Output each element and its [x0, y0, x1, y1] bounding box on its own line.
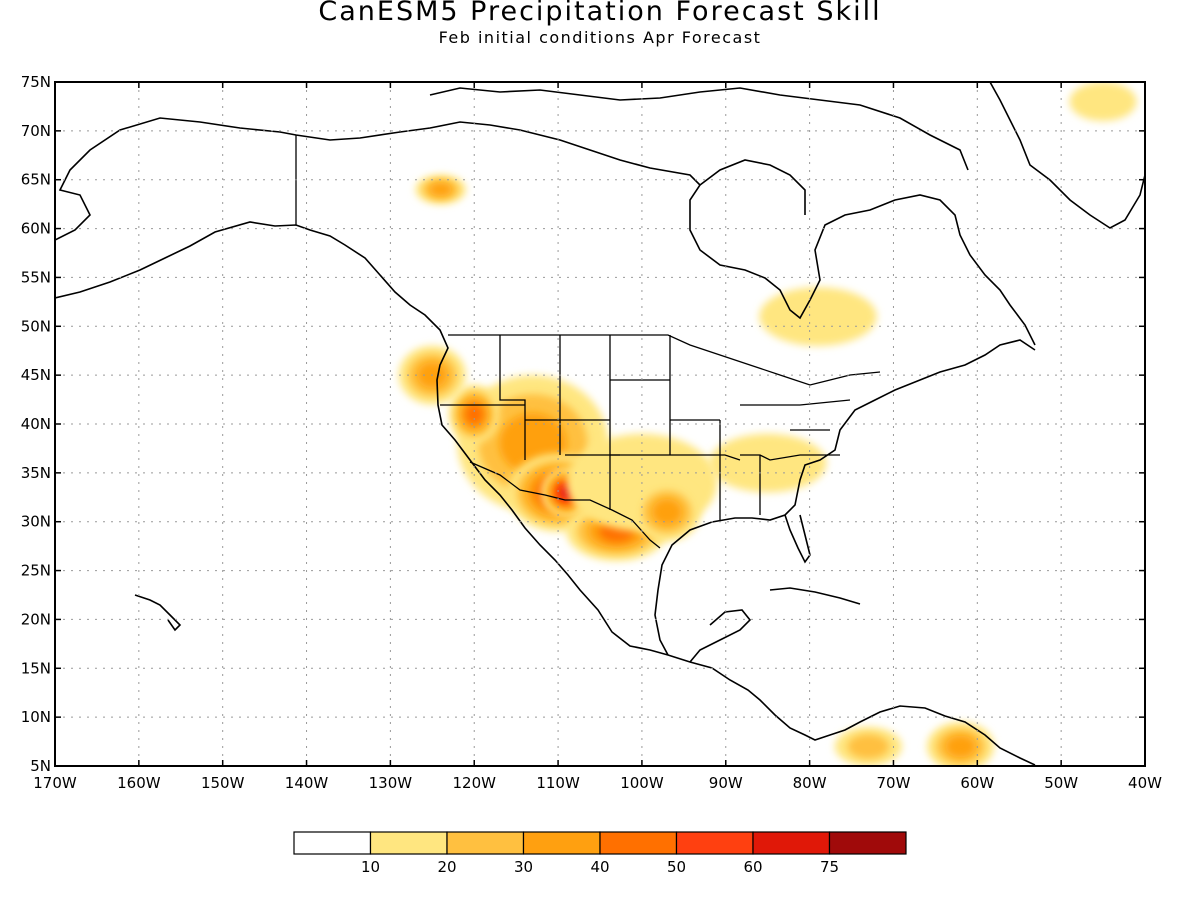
lat-label: 40N: [21, 415, 51, 433]
lat-label: 55N: [21, 268, 51, 286]
colorbar-label: 10: [361, 858, 380, 876]
arctic-islands: [429, 87, 969, 171]
skill-region-6-level-3: [652, 498, 682, 525]
colorbar-swatch: [599, 831, 678, 855]
lat-label: 70N: [21, 122, 51, 140]
northern-coast: [55, 117, 1036, 346]
lat-label: 60N: [21, 220, 51, 238]
map-title: CanESM5 Precipitation Forecast Skill: [318, 0, 882, 27]
latitude-axis-labels: 75N 70N 65N 60N 55N 50N 45N 40N 35N 30N 25N 20N 15N 1…: [21, 73, 1145, 775]
skill-shading-layer: [398, 82, 1137, 766]
lon-label: 80W: [793, 774, 827, 792]
north-america-coastline: [55, 221, 1036, 766]
lon-label: 160W: [117, 774, 161, 792]
lat-label: 75N: [21, 73, 51, 91]
us-mexico-border: [469, 461, 661, 549]
cuba: [769, 587, 861, 605]
gulf-coastline: [654, 339, 1036, 656]
colorbar-swatch: [293, 831, 372, 855]
coastlines-layer: [55, 82, 1145, 766]
colorbar: 10 20 30 40 50 60 75: [293, 831, 907, 876]
us-canada-border: [448, 334, 881, 386]
greenland-coast: [989, 82, 1145, 229]
colorbar-swatch: [675, 831, 754, 855]
lat-label: 25N: [21, 562, 51, 580]
colorbar-swatch: [752, 831, 831, 855]
lon-label: 40W: [1128, 774, 1162, 792]
colorbar-swatch: [522, 831, 601, 855]
lat-label: 20N: [21, 610, 51, 628]
colorbar-label: 30: [514, 858, 533, 876]
lon-label: 130W: [369, 774, 413, 792]
lat-label: 15N: [21, 659, 51, 677]
lon-label: 120W: [452, 774, 496, 792]
lon-label: 60W: [960, 774, 994, 792]
skill-region-9-level-3: [429, 182, 452, 196]
lon-label: 50W: [1044, 774, 1078, 792]
lon-label: 110W: [536, 774, 580, 792]
colorbar-label: 40: [590, 858, 609, 876]
skill-region-3-level-4: [465, 404, 483, 425]
florida-coastline: [784, 514, 811, 564]
lon-label: 150W: [201, 774, 245, 792]
state-lines-east: [740, 399, 851, 515]
colorbar-label: 20: [437, 858, 456, 876]
lat-label: 30N: [21, 513, 51, 531]
gridlines: [55, 82, 1145, 766]
skill-region-8-level-1: [759, 287, 877, 346]
hudson-bay: [699, 159, 806, 215]
lat-label: 35N: [21, 464, 51, 482]
skill-region-10-level-3: [945, 735, 976, 758]
skill-region-12-level-1: [1069, 82, 1137, 122]
lat-label: 10N: [21, 708, 51, 726]
colorbar-label: 60: [743, 858, 762, 876]
skill-region-11-level-2: [847, 734, 889, 759]
colorbar-swatch: [446, 831, 525, 855]
lon-label: 170W: [33, 774, 77, 792]
colorbar-swatch: [369, 831, 448, 855]
hawaii: [134, 594, 182, 632]
skill-region-7-level-1: [709, 433, 827, 493]
colorbar-swatch: [828, 831, 907, 855]
map-subtitle: Feb initial conditions Apr Forecast: [438, 28, 762, 47]
lon-label: 90W: [709, 774, 743, 792]
lon-label: 140W: [285, 774, 329, 792]
yucatan-coastline: [689, 609, 752, 663]
longitude-axis-labels: 170W 160W 150W 140W 130W 120W 110W 100W 90W 80W 70…: [33, 82, 1162, 792]
state-lines-central: [610, 335, 741, 520]
lat-label: 45N: [21, 366, 51, 384]
colorbar-label: 75: [820, 858, 839, 876]
lon-label: 70W: [877, 774, 911, 792]
colorbar-label: 50: [667, 858, 686, 876]
lat-label: 5N: [30, 757, 51, 775]
lat-label: 50N: [21, 317, 51, 335]
state-lines-west: [440, 335, 620, 510]
lon-label: 100W: [620, 774, 664, 792]
lat-label: 65N: [21, 171, 51, 189]
